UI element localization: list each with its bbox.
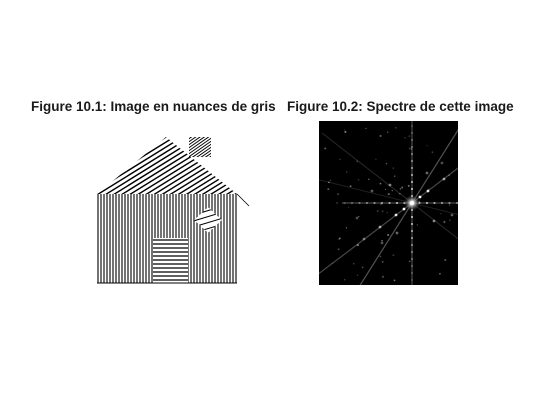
spectrum-image xyxy=(319,121,458,285)
roof-edge xyxy=(236,193,250,207)
figure-2-title: Figure 10.2: Spectre de cette image xyxy=(287,99,514,114)
figure-1-title: Figure 10.1: Image en nuances de gris xyxy=(31,99,276,114)
house-chimney xyxy=(189,137,211,157)
house-door xyxy=(153,238,188,283)
